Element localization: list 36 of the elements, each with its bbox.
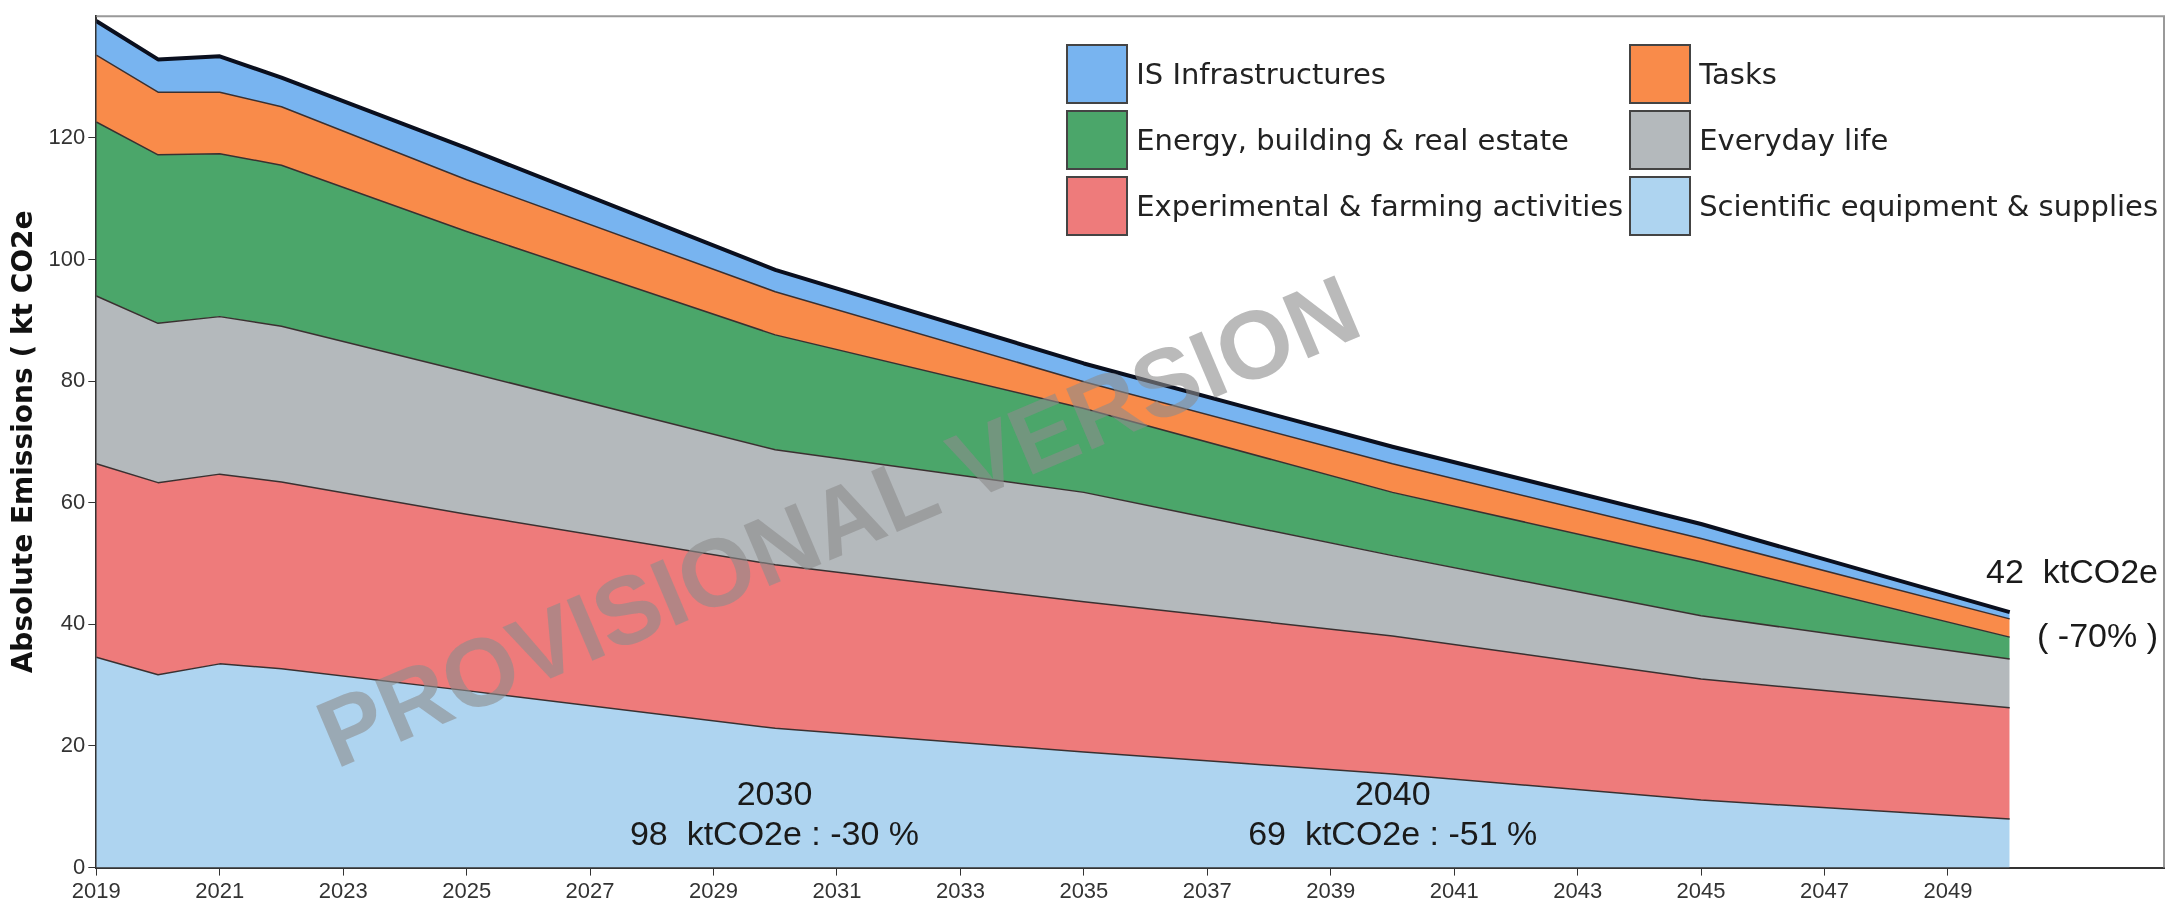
y-tick-label: 100 [48,245,86,271]
annotation: 98 ktCO2e : -30 % [629,813,920,852]
x-tick-label: 2041 [1429,877,1479,903]
x-tick-label: 2049 [1923,877,1973,903]
annotation: 42 ktCO2e [1986,552,2158,591]
annotation: ( -70% ) [2037,616,2158,655]
legend-label: Tasks [1699,57,1777,91]
x-tick-label: 2025 [442,877,492,903]
legend-label: Energy, building & real estate [1136,123,1569,157]
x-tick-label: 2037 [1182,877,1232,903]
legend-label: Experimental & farming activities [1136,189,1624,223]
x-tick-label: 2019 [71,877,121,903]
legend-label: Scientific equipment & supplies [1699,189,2158,223]
x-tick-label: 2047 [1800,877,1849,903]
annotation: 2040 [1354,773,1431,812]
x-tick-label: 2027 [565,877,615,903]
legend-label: Everyday life [1699,123,1889,157]
x-tick-label: 2031 [812,877,862,903]
x-tick-label: 2021 [195,877,245,903]
x-tick-label: 2039 [1306,877,1356,903]
y-tick-label: 120 [48,123,86,149]
y-tick-label: 80 [60,367,86,393]
annotation: 2030 [736,773,813,812]
y-tick-label: 60 [60,488,86,514]
annotation: 69 ktCO2e : -51 % [1248,813,1538,852]
y-axis-title: Absolute Emissions ( kt CO2e [6,210,40,674]
x-tick-label: 2023 [318,877,368,903]
y-tick-label: 0 [73,853,86,879]
x-tick-label: 2045 [1676,877,1726,903]
y-tick-label: 20 [60,732,86,758]
x-tick-label: 2043 [1553,877,1603,903]
legend-label: IS Infrastructures [1136,57,1386,91]
x-tick-label: 2035 [1059,877,1109,903]
x-tick-label: 2033 [935,877,985,903]
x-tick-label: 2029 [689,877,738,903]
y-tick-label: 40 [60,610,86,636]
